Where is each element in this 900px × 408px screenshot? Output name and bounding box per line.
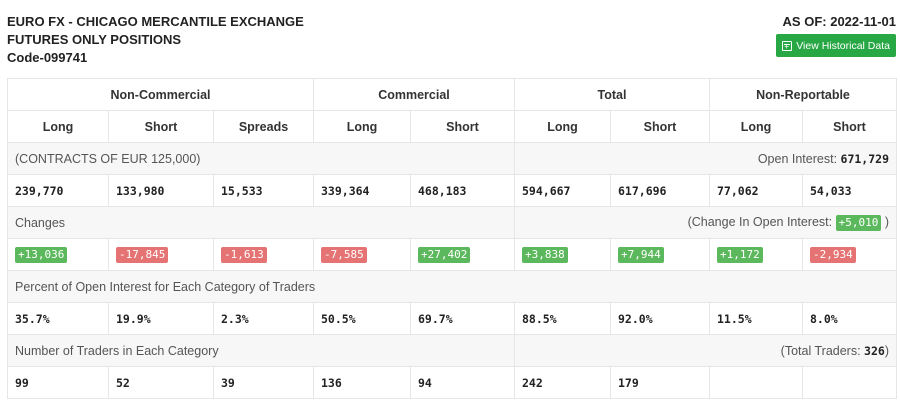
position-cell: 339,364	[313, 174, 411, 207]
percent-row: 35.7% 19.9% 2.3% 50.5% 69.7% 88.5% 92.0%…	[7, 302, 897, 335]
percent-cell: 2.3%	[213, 302, 314, 335]
position-cell: 77,062	[709, 174, 803, 207]
as-of-date: AS OF: 2022-11-01	[782, 14, 896, 29]
traders-cell: 39	[213, 366, 314, 399]
change-cell: +7,944	[610, 238, 710, 271]
traders-cell: 136	[313, 366, 411, 399]
percent-cell: 11.5%	[709, 302, 803, 335]
report-meta: AS OF: 2022-11-01 View Historical Data	[776, 13, 896, 57]
changes-label: Changes	[7, 206, 515, 239]
col-header: Short	[802, 110, 897, 143]
percent-cell: 8.0%	[802, 302, 897, 335]
group-commercial: Commercial	[313, 78, 515, 111]
view-historical-data-button[interactable]: View Historical Data	[776, 34, 896, 57]
total-traders-suffix: )	[884, 343, 889, 358]
col-header: Long	[709, 110, 803, 143]
change-cell: +27,402	[410, 238, 515, 271]
report-title-line1: EURO FX - CHICAGO MERCANTILE EXCHANGE	[7, 14, 304, 29]
position-cell: 54,033	[802, 174, 897, 207]
change-cell: -7,585	[313, 238, 411, 271]
traders-row: 99 52 39 136 94 242 179	[7, 366, 897, 399]
percent-label: Percent of Open Interest for Each Catego…	[7, 270, 897, 303]
percent-cell: 92.0%	[610, 302, 710, 335]
position-cell: 239,770	[7, 174, 109, 207]
traders-cell: 52	[108, 366, 214, 399]
open-interest: Open Interest: 671,729	[514, 142, 897, 175]
change-oi-prefix: (Change In Open Interest:	[687, 214, 833, 229]
total-traders-prefix: (Total Traders:	[780, 343, 861, 358]
position-cell: 468,183	[410, 174, 515, 207]
contracts-label: (CONTRACTS OF EUR 125,000)	[7, 142, 515, 175]
group-header-row: Non-Commercial Commercial Total Non-Repo…	[7, 78, 897, 111]
traders-cell: 179	[610, 366, 710, 399]
percent-cell: 50.5%	[313, 302, 411, 335]
change-oi-badge: +5,010	[835, 214, 882, 231]
position-cell: 15,533	[213, 174, 314, 207]
change-cell: +3,838	[514, 238, 611, 271]
calendar-plus-icon	[782, 40, 793, 51]
col-header: Long	[514, 110, 611, 143]
change-badge: +1,172	[717, 246, 763, 263]
changes-band: Changes (Change In Open Interest: +5,010…	[7, 206, 897, 239]
percent-cell: 88.5%	[514, 302, 611, 335]
report-title: EURO FX - CHICAGO MERCANTILE EXCHANGE FU…	[7, 13, 304, 67]
view-historical-data-label: View Historical Data	[796, 39, 890, 52]
traders-cell	[709, 366, 803, 399]
changes-row: +13,036 -17,845 -1,613 -7,585 +27,402 +3…	[7, 238, 897, 271]
percent-band: Percent of Open Interest for Each Catego…	[7, 270, 897, 303]
cot-table: Non-Commercial Commercial Total Non-Repo…	[7, 78, 897, 399]
column-header-row: Long Short Spreads Long Short Long Short…	[7, 110, 897, 143]
change-badge: -2,934	[810, 246, 856, 263]
change-badge: +13,036	[15, 246, 68, 263]
change-badge: +7,944	[618, 246, 664, 263]
position-cell: 133,980	[108, 174, 214, 207]
contracts-band: (CONTRACTS OF EUR 125,000) Open Interest…	[7, 142, 897, 175]
report-code: Code-099741	[7, 50, 88, 65]
group-total: Total	[514, 78, 710, 111]
total-traders-value: 326	[864, 343, 885, 358]
change-oi-suffix: )	[884, 214, 889, 229]
col-header: Long	[7, 110, 109, 143]
open-interest-value: 671,729	[840, 151, 889, 166]
col-header: Short	[610, 110, 710, 143]
col-header: Short	[108, 110, 214, 143]
change-cell: -1,613	[213, 238, 314, 271]
traders-cell	[802, 366, 897, 399]
position-cell: 594,667	[514, 174, 611, 207]
change-cell: +13,036	[7, 238, 109, 271]
report-title-line2: FUTURES ONLY POSITIONS	[7, 32, 182, 47]
total-traders: (Total Traders: 326)	[514, 334, 897, 367]
group-non-reportable: Non-Reportable	[709, 78, 897, 111]
traders-cell: 99	[7, 366, 109, 399]
position-cell: 617,696	[610, 174, 710, 207]
change-badge: -7,585	[321, 246, 367, 263]
change-cell: +1,172	[709, 238, 803, 271]
change-badge: +27,402	[418, 246, 471, 263]
change-badge: -1,613	[221, 246, 267, 263]
col-header: Short	[410, 110, 515, 143]
col-header: Long	[313, 110, 411, 143]
change-cell: -17,845	[108, 238, 214, 271]
traders-band: Number of Traders in Each Category (Tota…	[7, 334, 897, 367]
open-interest-label: Open Interest:	[757, 151, 838, 166]
positions-row: 239,770 133,980 15,533 339,364 468,183 5…	[7, 174, 897, 207]
traders-label: Number of Traders in Each Category	[7, 334, 515, 367]
group-non-commercial: Non-Commercial	[7, 78, 314, 111]
change-cell: -2,934	[802, 238, 897, 271]
change-badge: +3,838	[522, 246, 568, 263]
change-badge: -17,845	[116, 246, 169, 263]
percent-cell: 35.7%	[7, 302, 109, 335]
percent-cell: 19.9%	[108, 302, 214, 335]
percent-cell: 69.7%	[410, 302, 515, 335]
col-header: Spreads	[213, 110, 314, 143]
traders-cell: 242	[514, 366, 611, 399]
traders-cell: 94	[410, 366, 515, 399]
change-open-interest: (Change In Open Interest: +5,010 )	[514, 206, 897, 239]
